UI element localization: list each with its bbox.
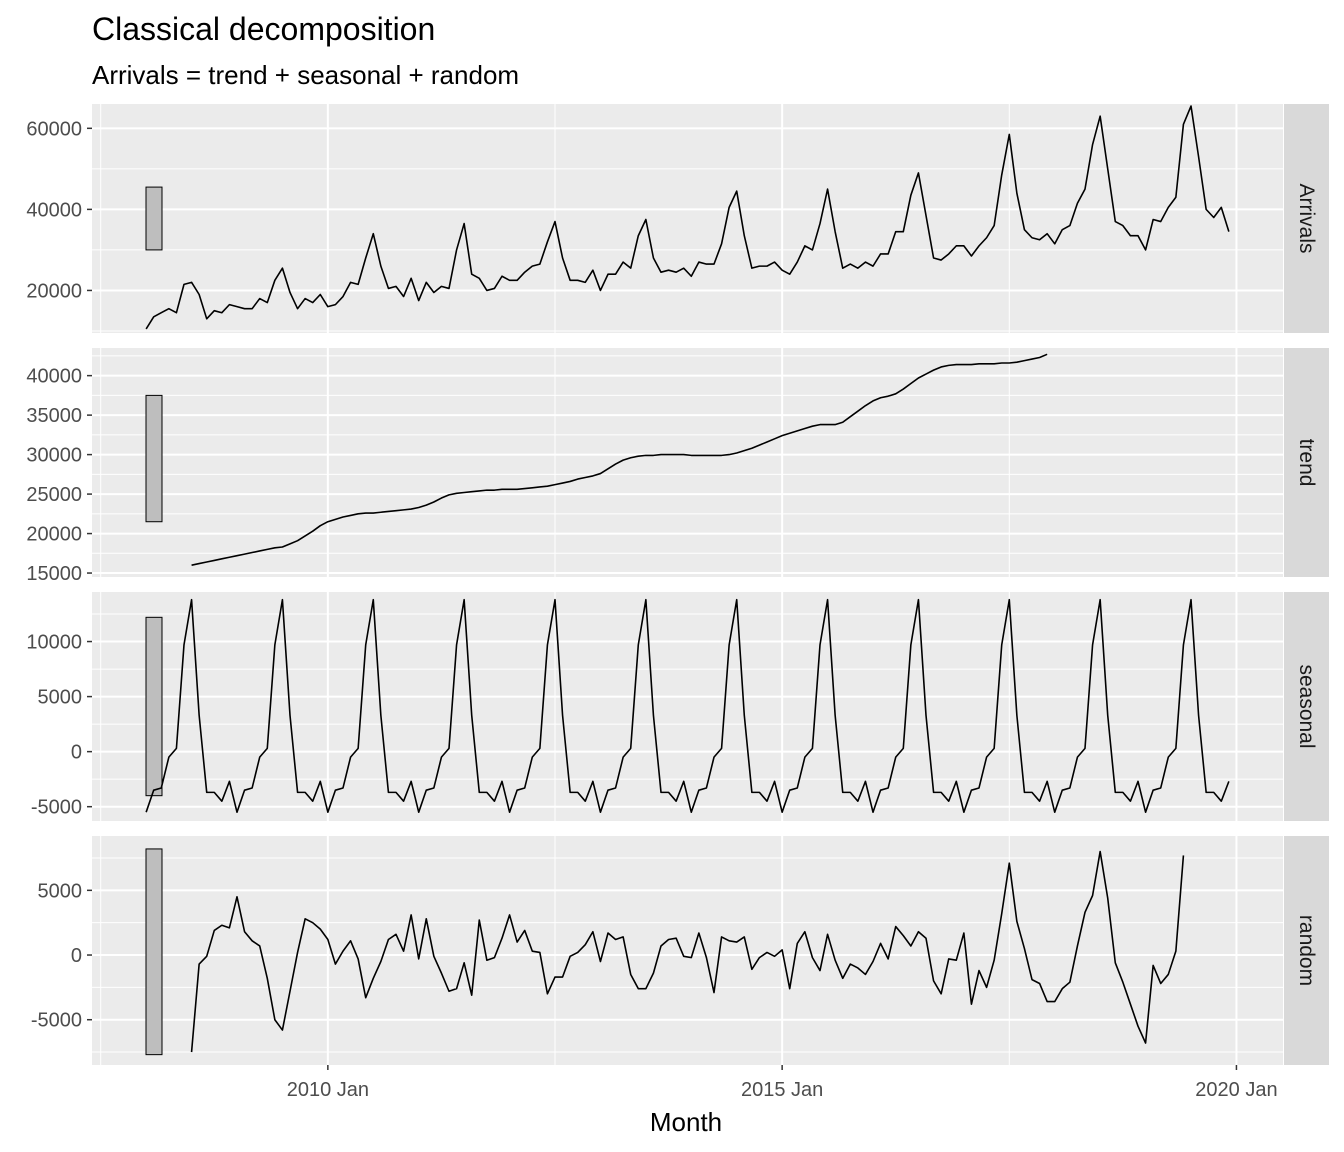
y-tick-label: 40000 (26, 199, 82, 221)
chart-title: Classical decomposition (92, 11, 435, 47)
y-tick-label: 10000 (26, 632, 82, 654)
y-tick-label: 0 (71, 742, 82, 764)
y-tick-label: 35000 (26, 405, 82, 427)
panel-random: -5000 0 5000 random (31, 836, 1329, 1065)
scale-bar (145, 848, 163, 1056)
series-line-trend (191, 353, 1048, 566)
facet-strip (1284, 592, 1329, 821)
series-line-Arrivals (145, 105, 1230, 330)
y-tick-label: 25000 (26, 484, 82, 506)
panel-seasonal: -5000 0 5000 10000 seasonal (26, 592, 1329, 821)
facet-label-trend: trend (1295, 439, 1318, 487)
panel-Arrivals: 20000 40000 60000 Arrivals (26, 104, 1329, 333)
y-tick-label: 0 (71, 945, 82, 967)
facet-label-random: random (1295, 915, 1318, 986)
facet-strip (1284, 104, 1329, 333)
chart-subtitle: Arrivals = trend + seasonal + random (92, 60, 519, 90)
panel-background (92, 104, 1283, 333)
y-tick-label: 5000 (38, 880, 83, 902)
y-tick-label: 20000 (26, 280, 82, 302)
panels-group: 20000 40000 60000 Arrivals 15000 20000 25000 30… (26, 104, 1329, 1065)
x-tick-label: 2010 Jan (287, 1079, 369, 1101)
y-tick-label: -5000 (31, 797, 82, 819)
y-tick-label: 20000 (26, 524, 82, 546)
series-line-seasonal (145, 598, 1230, 813)
facet-strip (1284, 348, 1329, 577)
y-tick-label: 5000 (38, 687, 83, 709)
scale-bar (145, 186, 163, 251)
y-tick-label: -5000 (31, 1010, 82, 1032)
panel-trend: 15000 20000 25000 30000 35000 40000 trend (26, 348, 1329, 585)
facet-label-Arrivals: Arrivals (1295, 183, 1318, 253)
panel-background (92, 592, 1283, 821)
x-tick-label: 2020 Jan (1195, 1079, 1277, 1101)
x-tick-label: 2015 Jan (741, 1079, 823, 1101)
panel-background (92, 348, 1283, 577)
y-tick-label: 40000 (26, 366, 82, 388)
y-tick-label: 60000 (26, 118, 82, 140)
x-axis: 2010 Jan 2015 Jan 2020 Jan (287, 1065, 1278, 1101)
facet-label-seasonal: seasonal (1295, 664, 1318, 748)
facet-strip (1284, 836, 1329, 1065)
y-tick-label: 15000 (26, 563, 82, 585)
scale-bar (145, 616, 163, 797)
series-line-random (190, 850, 1185, 1053)
panel-background (92, 836, 1283, 1065)
scale-bar (145, 394, 163, 523)
y-tick-label: 30000 (26, 445, 82, 467)
x-axis-label: Month (650, 1107, 722, 1137)
